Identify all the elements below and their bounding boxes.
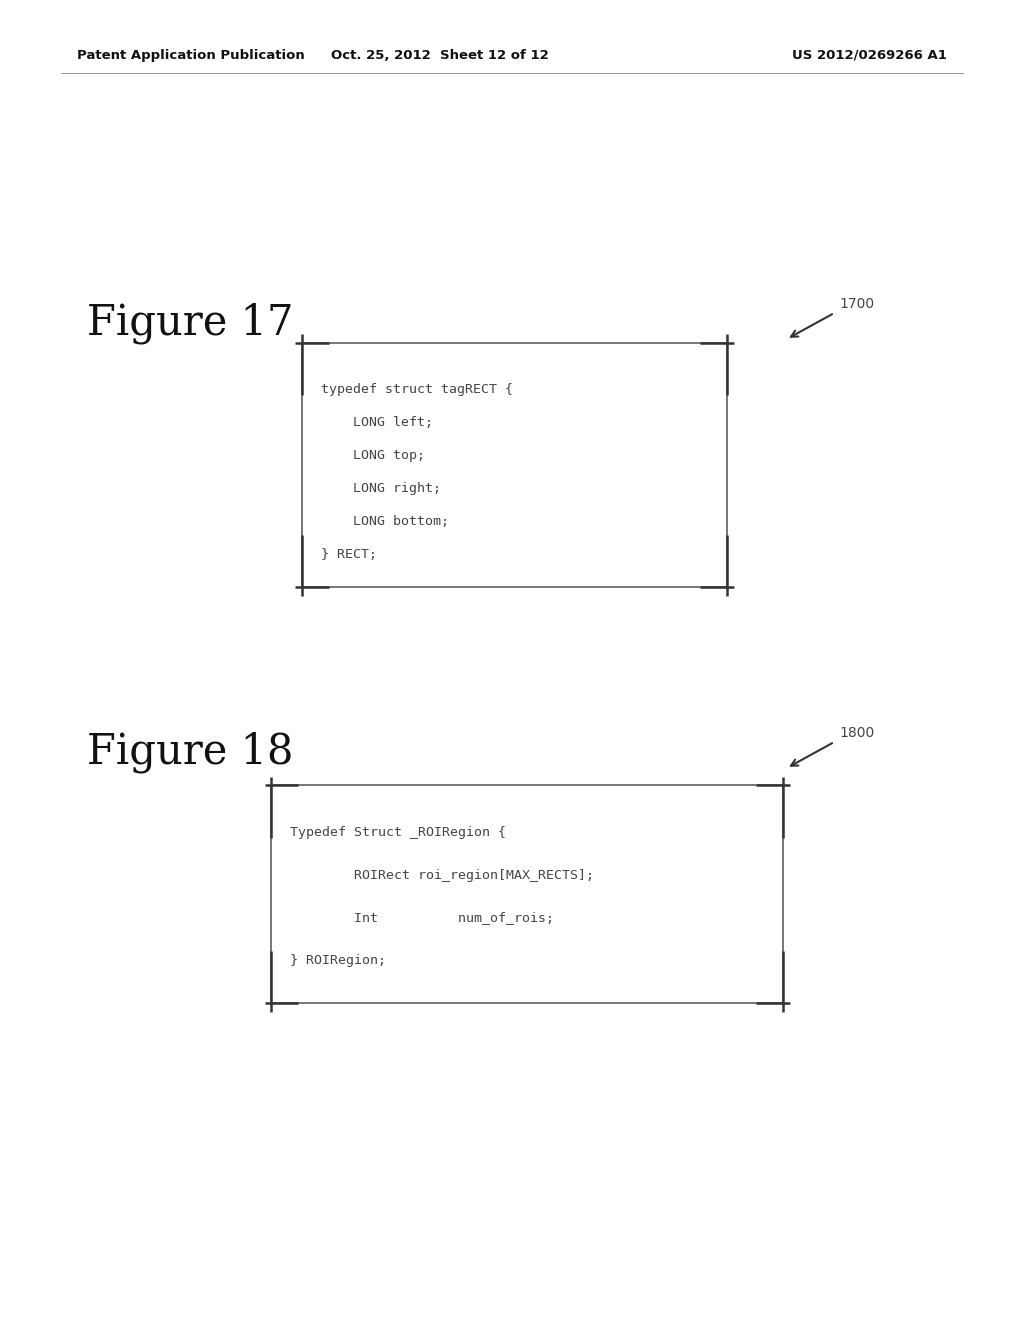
Text: typedef struct tagRECT {: typedef struct tagRECT {: [321, 383, 512, 396]
Text: US 2012/0269266 A1: US 2012/0269266 A1: [793, 49, 947, 62]
Text: LONG right;: LONG right;: [321, 482, 440, 495]
Text: Typedef Struct _ROIRegion {: Typedef Struct _ROIRegion {: [290, 826, 506, 840]
Text: Int          num_of_rois;: Int num_of_rois;: [290, 912, 554, 924]
Text: LONG left;: LONG left;: [321, 416, 432, 429]
Text: 1800: 1800: [840, 726, 874, 739]
Text: } RECT;: } RECT;: [321, 548, 377, 561]
Text: Oct. 25, 2012  Sheet 12 of 12: Oct. 25, 2012 Sheet 12 of 12: [332, 49, 549, 62]
Text: LONG top;: LONG top;: [321, 449, 425, 462]
Text: Figure 17: Figure 17: [87, 302, 294, 345]
Text: LONG bottom;: LONG bottom;: [321, 515, 449, 528]
Text: Figure 18: Figure 18: [87, 731, 294, 774]
Text: Patent Application Publication: Patent Application Publication: [77, 49, 304, 62]
Text: 1700: 1700: [840, 297, 874, 310]
Text: } ROIRegion;: } ROIRegion;: [290, 954, 386, 968]
Text: ROIRect roi_region[MAX_RECTS];: ROIRect roi_region[MAX_RECTS];: [290, 869, 594, 882]
